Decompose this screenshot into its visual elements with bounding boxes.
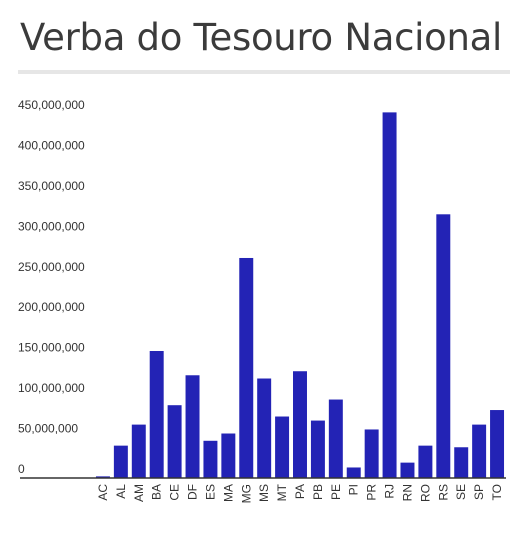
x-axis-labels: AC AL AM BA CE DF ES MA MG MS MT PA PB PE PI PR RJ RN RO RS…: [96, 483, 504, 503]
bar-al[interactable]: [113, 445, 128, 478]
bar-es[interactable]: [203, 440, 218, 478]
bar-to[interactable]: [490, 410, 505, 478]
bar-rs[interactable]: [436, 214, 451, 479]
y-tick-label: 0: [18, 462, 25, 476]
bar-se[interactable]: [454, 447, 469, 478]
x-tick-label: MA: [221, 484, 235, 502]
x-tick-label: ES: [203, 484, 217, 500]
x-tick-label: AM: [132, 484, 146, 502]
bar-ba[interactable]: [149, 351, 164, 478]
x-tick-label: RN: [400, 484, 414, 501]
bar-rn[interactable]: [400, 462, 415, 478]
x-tick-label: AC: [96, 484, 110, 501]
x-tick-label: CE: [168, 484, 182, 501]
y-tick-label: 350,000,000: [18, 179, 85, 193]
y-tick-label: 250,000,000: [18, 260, 85, 274]
y-axis-ticks: 0 50,000,000 100,000,000 150,000,000 200,000…: [18, 98, 85, 476]
y-tick-label: 50,000,000: [18, 422, 78, 436]
x-tick-label: AL: [114, 484, 128, 499]
x-tick-label: MT: [275, 483, 289, 501]
x-tick-label: DF: [186, 484, 200, 500]
bar-pa[interactable]: [293, 371, 307, 478]
bar-pb[interactable]: [310, 420, 325, 478]
x-tick-label: RS: [436, 484, 450, 501]
bar-ms[interactable]: [257, 378, 272, 478]
x-tick-label: RJ: [383, 484, 397, 499]
x-tick-label: BA: [150, 484, 164, 500]
bar-sp[interactable]: [472, 424, 487, 478]
x-tick-label: PI: [347, 484, 361, 495]
bar-rj[interactable]: [382, 112, 397, 478]
y-tick-label: 300,000,000: [18, 219, 85, 233]
bar-pi[interactable]: [346, 467, 361, 478]
x-tick-label: SP: [472, 484, 486, 500]
bar-mt[interactable]: [275, 416, 290, 478]
y-tick-label: 100,000,000: [18, 381, 85, 395]
y-tick-label: 400,000,000: [18, 138, 85, 152]
bar-am[interactable]: [131, 424, 146, 478]
x-tick-label: MS: [257, 484, 271, 502]
x-tick-label: RO: [418, 484, 432, 502]
bar-pe[interactable]: [328, 399, 343, 478]
title-divider: [18, 70, 510, 74]
x-tick-label: PR: [365, 484, 379, 501]
x-tick-label: SE: [454, 484, 468, 500]
bar-mg[interactable]: [239, 257, 254, 478]
bar-pr[interactable]: [364, 429, 379, 478]
x-tick-label: TO: [490, 484, 504, 500]
bar-ac[interactable]: [95, 476, 110, 478]
x-tick-label: PE: [329, 484, 343, 500]
x-tick-label: MG: [239, 484, 253, 503]
x-tick-label: PB: [311, 484, 325, 500]
y-tick-label: 200,000,000: [18, 300, 85, 314]
bar-df[interactable]: [185, 375, 200, 478]
chart-title: Verba do Tesouro Nacional: [20, 16, 502, 59]
bar-ce[interactable]: [167, 405, 182, 478]
y-tick-label: 450,000,000: [18, 98, 85, 112]
x-tick-label: PA: [293, 484, 307, 499]
y-tick-label: 150,000,000: [18, 341, 85, 355]
bar-ro[interactable]: [418, 445, 433, 478]
bars: [95, 112, 505, 479]
bar-ma[interactable]: [221, 433, 236, 478]
